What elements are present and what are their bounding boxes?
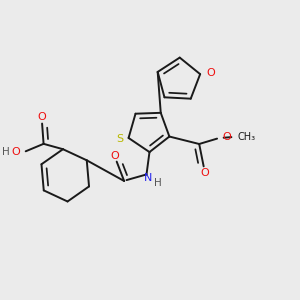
Text: H: H: [2, 147, 10, 157]
Text: O: O: [111, 151, 120, 161]
Text: O: O: [38, 112, 46, 122]
Text: N: N: [144, 173, 152, 183]
Text: H: H: [154, 178, 162, 188]
Text: O: O: [222, 132, 231, 142]
Text: O: O: [206, 68, 215, 78]
Text: CH₃: CH₃: [238, 131, 256, 142]
Text: S: S: [117, 134, 124, 144]
Text: O: O: [200, 168, 209, 178]
Text: O: O: [12, 147, 20, 157]
